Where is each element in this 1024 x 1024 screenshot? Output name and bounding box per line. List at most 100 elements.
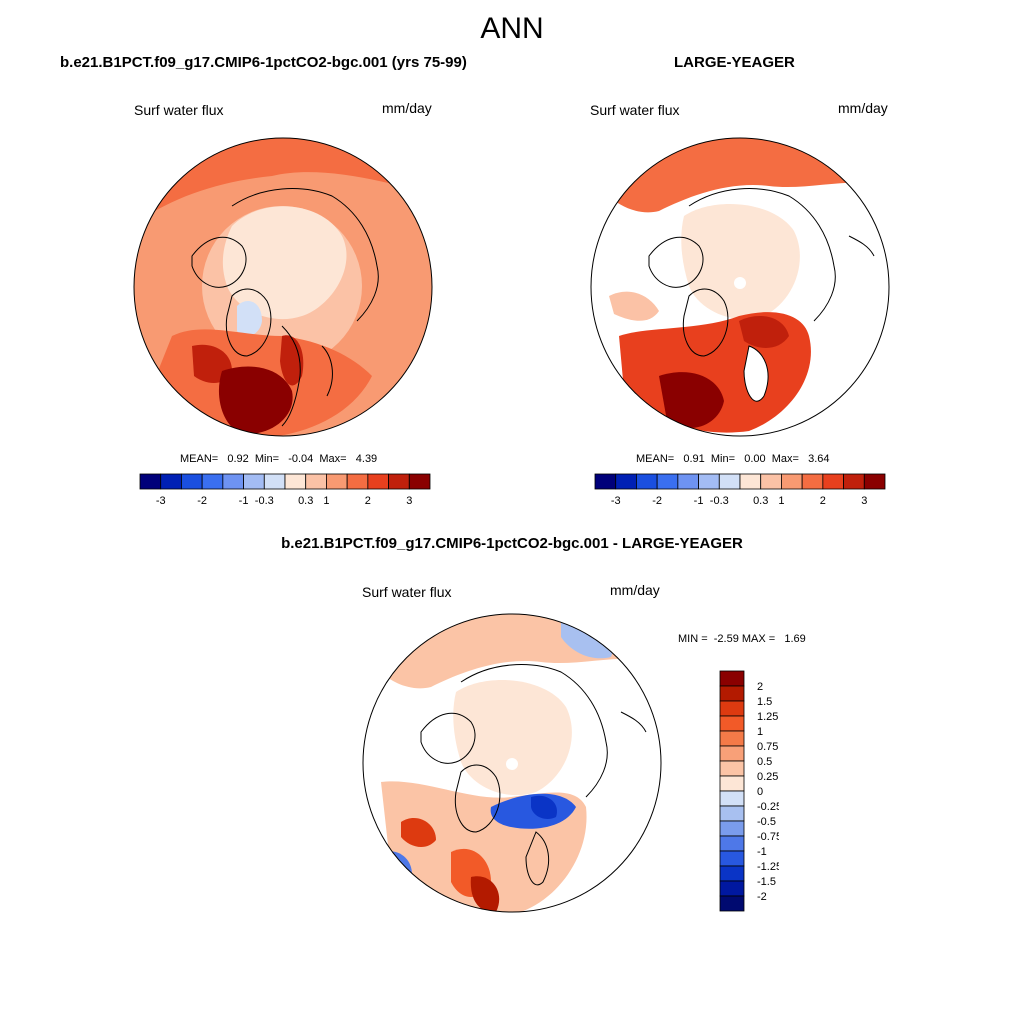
- right-variable-label: Surf water flux: [590, 102, 680, 118]
- alaska-coast: [620, 711, 647, 733]
- left-colorbar-tick-label: 1: [323, 495, 329, 507]
- diff-colorbar-box-15: [719, 895, 745, 912]
- gulf-stream-max: [659, 372, 724, 429]
- left-colorbar-box-11: [367, 473, 389, 490]
- diff-colorbar-box-1: [719, 685, 745, 702]
- right-colorbar-box-7: [739, 473, 762, 490]
- nordic-seas-flux: [280, 335, 304, 386]
- diff-panel-title: b.e21.B1PCT.f09_g17.CMIP6-1pctCO2-bgc.00…: [281, 535, 743, 552]
- diff-colorbar-box-0: [719, 670, 745, 687]
- eurasia-coast: [231, 188, 379, 322]
- left-colorbar-tick-label: -0.3: [255, 495, 274, 507]
- scandinavia-coast: [743, 345, 769, 402]
- right-colorbar-tick-label: -0.3: [710, 495, 729, 507]
- left-colorbar-box-12: [388, 473, 410, 490]
- diff-colorbar-tick-label: -0.5: [757, 816, 776, 828]
- left-colorbar-tick-label: -3: [156, 495, 166, 507]
- right-colorbar-tick-label: 3: [861, 495, 867, 507]
- diff-polar-map: [362, 613, 662, 913]
- map-border: [133, 137, 433, 437]
- diff-variable-label: Surf water flux: [362, 584, 452, 600]
- diff-colorbar-tick-label: 0: [757, 786, 763, 798]
- diff-colorbar-tick-label: -0.25: [757, 801, 779, 813]
- right-colorbar-tick-label: -3: [611, 495, 621, 507]
- diff-colorbar-tick-label: -1.5: [757, 876, 776, 888]
- diff-colorbar-box-14: [719, 880, 745, 897]
- left-colorbar-box-8: [305, 473, 327, 490]
- alaska-coast: [848, 235, 875, 257]
- diff-colorbar-tick-label: 1: [757, 726, 763, 738]
- main-title: ANN: [480, 12, 544, 45]
- diff-colorbar-box-11: [719, 835, 745, 852]
- diff-colorbar-box-2: [719, 700, 745, 717]
- right-stats: MEAN= 0.91 Min= 0.00 Max= 3.64: [636, 453, 830, 465]
- canada-coast: [420, 712, 476, 764]
- right-colorbar-box-13: [863, 473, 886, 490]
- barents-negative: [531, 795, 557, 819]
- right-colorbar-box-10: [801, 473, 824, 490]
- diff-colorbar-box-9: [719, 805, 745, 822]
- right-colorbar: -3 -2 -1 -0.3 0.3 1 2 3: [594, 473, 886, 507]
- right-colorbar-box-4: [677, 473, 699, 490]
- diff-colorbar-tick-label: -1: [757, 846, 767, 858]
- left-colorbar-box-0: [139, 473, 162, 490]
- left-colorbar-box-7: [284, 473, 307, 490]
- right-colorbar-tick-label: -1: [694, 495, 704, 507]
- arctic-ocean-flux: [222, 206, 347, 320]
- diff-colorbar-tick-label: -0.75: [757, 831, 779, 843]
- diff-colorbar-box-3: [719, 715, 745, 732]
- diff-colorbar-tick-label: 1.5: [757, 696, 772, 708]
- right-colorbar-tick-label: 0.3: [753, 495, 768, 507]
- right-colorbar-tick-label: 2: [820, 495, 826, 507]
- diff-colorbar-tick-label: 2: [757, 681, 763, 693]
- scandinavia-coast: [281, 325, 301, 427]
- left-colorbar-box-3: [201, 473, 224, 490]
- diff-colorbar: 2 1.5 1.25 1 0.75 0.5 0.25 0 -0.25 -0.5 -0.75 -1 -1.…: [719, 670, 779, 912]
- left-stats: MEAN= 0.92 Min= -0.04 Max= 4.39: [180, 453, 378, 465]
- coastlines: [191, 188, 379, 427]
- right-colorbar-box-12: [843, 473, 865, 490]
- greenland-negative: [237, 301, 262, 337]
- map-border: [590, 137, 890, 437]
- diff-colorbar-tick-label: 0.75: [757, 741, 778, 753]
- right-colorbar-box-8: [760, 473, 782, 490]
- right-colorbar-box-9: [781, 473, 803, 490]
- diff-colorbar-box-5: [719, 745, 745, 762]
- gulf-stream-max: [218, 366, 293, 435]
- left-colorbar-box-10: [346, 473, 369, 490]
- coastlines: [648, 188, 875, 402]
- greenland-coast: [682, 288, 729, 357]
- map-border: [362, 613, 662, 913]
- labrador-positive: [401, 818, 436, 848]
- pole-hole: [506, 758, 518, 770]
- diff-stats: MIN = -2.59 MAX = 1.69: [678, 633, 806, 645]
- right-colorbar-box-0: [594, 473, 617, 490]
- diff-colorbar-tick-label: -2: [757, 891, 767, 903]
- right-colorbar-box-3: [656, 473, 679, 490]
- left-colorbar-tick-label: 0.3: [298, 495, 313, 507]
- right-polar-map: [590, 137, 890, 437]
- right-colorbar-tick-label: -2: [652, 495, 662, 507]
- left-colorbar: -3 -2 -1 -0.3 0.3 1 2 3: [139, 473, 431, 507]
- left-colorbar-box-5: [243, 473, 265, 490]
- scandinavia-coast: [525, 831, 550, 886]
- greenland-coast: [454, 764, 501, 833]
- right-colorbar-tick-label: 1: [778, 495, 784, 507]
- diff-colorbar-box-6: [719, 760, 745, 777]
- left-polar-map: [133, 137, 433, 437]
- scandinavia-land: [744, 346, 769, 402]
- left-colorbar-box-4: [222, 473, 244, 490]
- left-colorbar-box-1: [160, 473, 182, 490]
- eurasia-coast: [460, 664, 608, 798]
- right-colorbar-box-2: [636, 473, 658, 490]
- left-colorbar-box-2: [181, 473, 203, 490]
- right-colorbar-box-5: [698, 473, 720, 490]
- left-variable-label: Surf water flux: [134, 102, 224, 118]
- diff-colorbar-box-10: [719, 820, 745, 837]
- diff-colorbar-box-8: [719, 790, 745, 807]
- diff-colorbar-tick-label: 0.25: [757, 771, 778, 783]
- diff-colorbar-tick-label: 1.25: [757, 711, 778, 723]
- diff-colorbar-tick-label: -1.25: [757, 861, 779, 873]
- diff-colorbar-box-7: [719, 775, 745, 792]
- left-colorbar-box-13: [408, 473, 431, 490]
